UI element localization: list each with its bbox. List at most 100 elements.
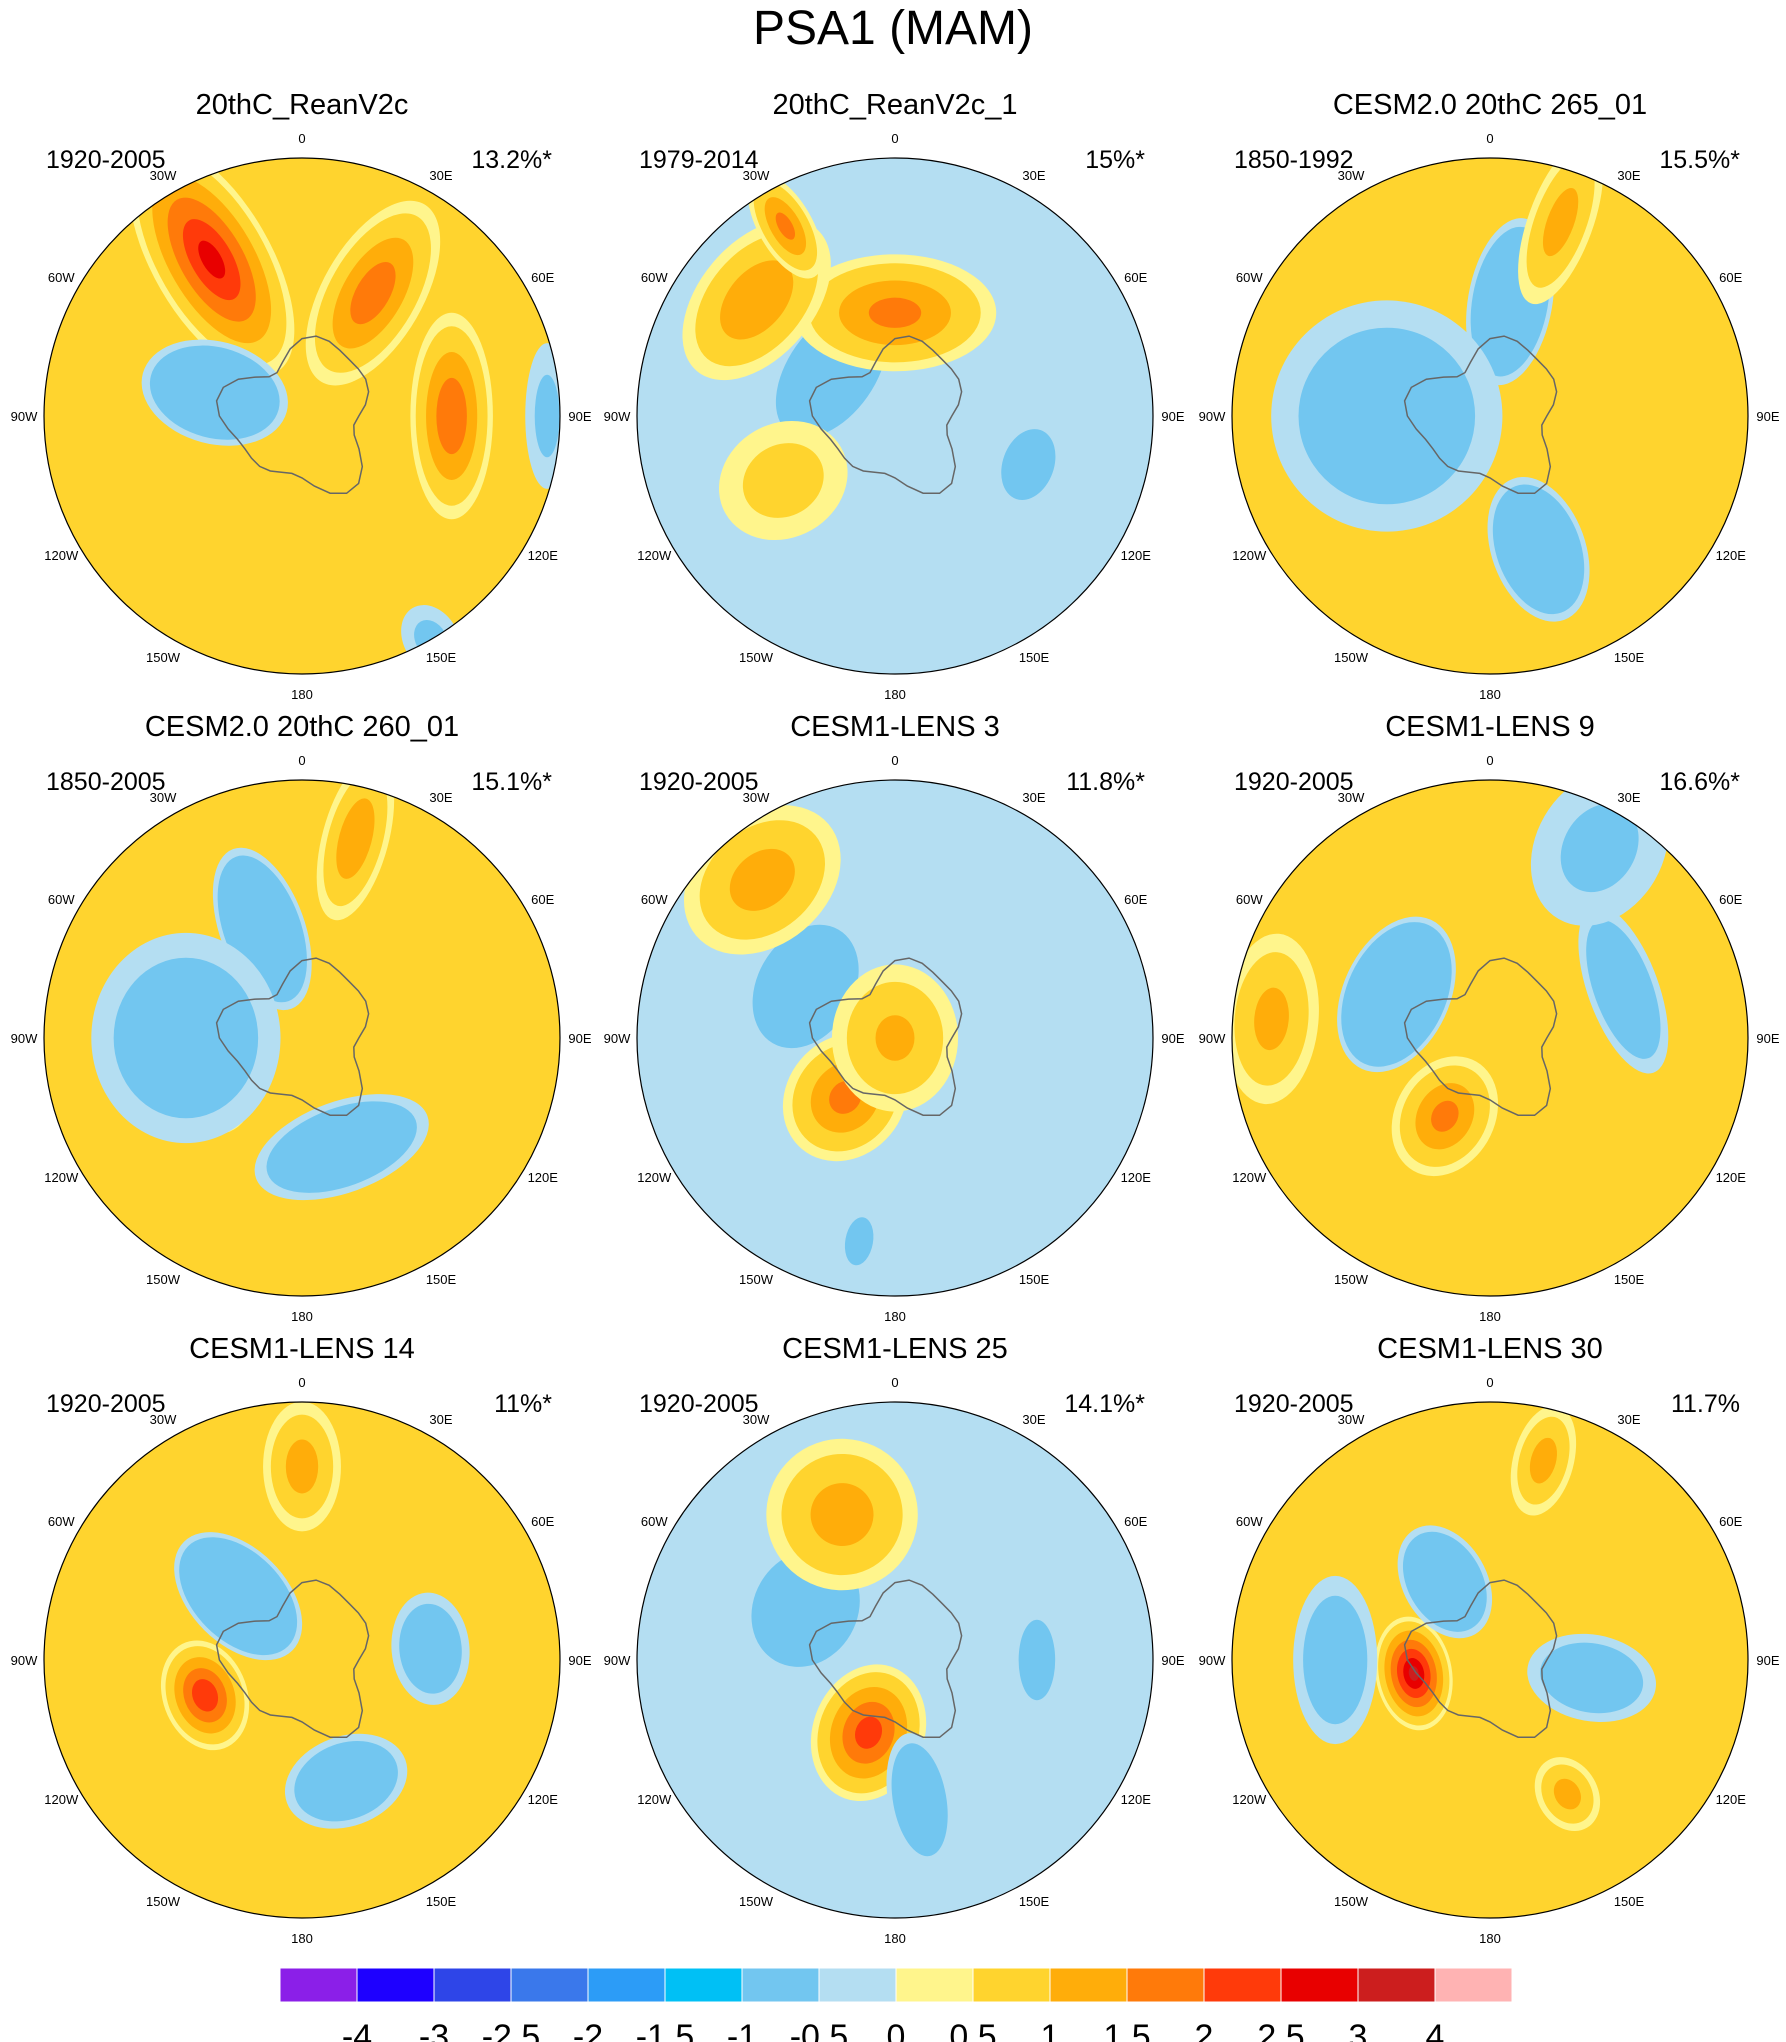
anomaly-contour bbox=[875, 1015, 915, 1061]
colorbar-swatch bbox=[1049, 1967, 1128, 2003]
longitude-label: 90E bbox=[568, 409, 591, 424]
longitude-label: 150E bbox=[1614, 1272, 1645, 1287]
longitude-label: 60W bbox=[641, 1514, 668, 1529]
longitude-label: 120E bbox=[1121, 548, 1152, 563]
panel-variance: 11%* bbox=[494, 1390, 552, 1418]
antarctica-coastline bbox=[808, 957, 963, 1117]
anomaly-contour bbox=[113, 957, 259, 1119]
anomaly-contour bbox=[810, 1483, 874, 1546]
longitude-label: 120W bbox=[44, 548, 79, 563]
longitude-label: 180 bbox=[291, 687, 313, 702]
anomaly-contour bbox=[1529, 1437, 1557, 1484]
longitude-label: 30E bbox=[1617, 1412, 1640, 1427]
longitude-label: 30E bbox=[429, 168, 452, 183]
longitude-label: 180 bbox=[884, 1309, 906, 1324]
longitude-label: 120W bbox=[44, 1792, 79, 1807]
longitude-label: 150W bbox=[1334, 650, 1369, 665]
panel-period: 1850-1992 bbox=[1234, 146, 1354, 174]
longitude-label: 30W bbox=[743, 1412, 770, 1427]
antarctica-coastline bbox=[215, 1579, 370, 1739]
colorbar-swatch bbox=[972, 1967, 1051, 2003]
panel-period: 1920-2005 bbox=[46, 146, 166, 174]
anomaly-contour bbox=[1298, 327, 1476, 505]
longitude-label: 180 bbox=[884, 687, 906, 702]
anomaly-field bbox=[637, 1402, 1153, 1918]
longitude-label: 90W bbox=[1199, 1031, 1226, 1046]
antarctica-coastline bbox=[1403, 957, 1558, 1117]
colorbar-tick-label: 2.5 bbox=[1257, 2018, 1304, 2042]
colorbar-tick-label: 2 bbox=[1195, 2018, 1214, 2042]
map-panel-6: CESM1-LENS 9 1920-2005 16.6%* 0 30E 60E 90E 120… bbox=[1199, 711, 1780, 1324]
anomaly-contour bbox=[1303, 1595, 1368, 1725]
longitude-label: 90W bbox=[604, 1653, 631, 1668]
longitude-label: 0 bbox=[298, 753, 305, 768]
longitude-label: 60E bbox=[1719, 270, 1742, 285]
longitude-label: 60E bbox=[1124, 270, 1147, 285]
anomaly-contour bbox=[399, 1603, 462, 1694]
colorbar-swatch bbox=[818, 1967, 897, 2003]
longitude-label: 150E bbox=[1019, 1272, 1050, 1287]
longitude-label: 180 bbox=[291, 1309, 313, 1324]
longitude-label: 0 bbox=[891, 1375, 898, 1390]
longitude-label: 30W bbox=[1338, 790, 1365, 805]
longitude-label: 0 bbox=[298, 1375, 305, 1390]
longitude-label: 30E bbox=[1617, 790, 1640, 805]
longitude-label: 60E bbox=[1719, 892, 1742, 907]
longitude-label: 120W bbox=[1232, 548, 1267, 563]
longitude-label: 150W bbox=[1334, 1272, 1369, 1287]
map-boundary bbox=[43, 1401, 561, 1919]
field-background bbox=[637, 158, 1153, 674]
panel-variance: 16.6%* bbox=[1659, 768, 1740, 796]
antarctica-coastline bbox=[215, 957, 370, 1117]
panel-variance: 15.1%* bbox=[471, 768, 552, 796]
anomaly-contour bbox=[1586, 920, 1661, 1059]
longitude-label: 60W bbox=[48, 892, 75, 907]
longitude-label: 120W bbox=[44, 1170, 79, 1185]
longitude-label: 30W bbox=[1338, 1412, 1365, 1427]
longitude-label: 30E bbox=[1617, 168, 1640, 183]
longitude-label: 90E bbox=[1161, 1031, 1184, 1046]
anomaly-contour bbox=[1553, 1778, 1581, 1810]
longitude-label: 60E bbox=[1124, 892, 1147, 907]
longitude-label: 120E bbox=[1121, 1170, 1152, 1185]
field-background bbox=[44, 1402, 560, 1918]
longitude-label: 0 bbox=[1486, 753, 1493, 768]
map-boundary bbox=[1231, 779, 1749, 1297]
map-panel-3: CESM2.0 20thC 265_01 1850-1992 15.5%* 0 30E 6… bbox=[1199, 89, 1780, 702]
colorbar-swatch bbox=[279, 1967, 358, 2003]
map-panel-2: 20thC_ReanV2c_1 1979-2014 15%* 0 30E 60E 90E 12… bbox=[604, 89, 1185, 702]
anomaly-contour bbox=[336, 798, 375, 879]
longitude-label: 90W bbox=[604, 1031, 631, 1046]
longitude-label: 120W bbox=[637, 1792, 672, 1807]
longitude-label: 0 bbox=[1486, 131, 1493, 146]
anomaly-contour bbox=[868, 297, 922, 328]
longitude-label: 150E bbox=[426, 650, 457, 665]
longitude-label: 60W bbox=[641, 892, 668, 907]
panel-title: CESM1-LENS 9 bbox=[1385, 711, 1595, 743]
colorbar-tick-label: 3 bbox=[1349, 2018, 1368, 2042]
longitude-label: 120W bbox=[1232, 1792, 1267, 1807]
anomaly-contour bbox=[1018, 1619, 1056, 1701]
longitude-label: 30W bbox=[150, 1412, 177, 1427]
antarctica-coastline bbox=[808, 1579, 963, 1739]
colorbar-swatch bbox=[1203, 1967, 1282, 2003]
panel-period: 1979-2014 bbox=[639, 146, 759, 174]
longitude-label: 0 bbox=[891, 131, 898, 146]
map-boundary bbox=[43, 157, 561, 675]
colorbar-swatch bbox=[664, 1967, 743, 2003]
longitude-label: 150E bbox=[1019, 1894, 1050, 1909]
anomaly-contour bbox=[1540, 1642, 1644, 1714]
longitude-label: 90W bbox=[1199, 409, 1226, 424]
longitude-label: 30W bbox=[1338, 168, 1365, 183]
map-panel-7: CESM1-LENS 14 1920-2005 11%* 0 30E 60E 90E 120E… bbox=[11, 1333, 592, 1946]
panel-title: CESM1-LENS 30 bbox=[1377, 1333, 1603, 1365]
longitude-label: 30W bbox=[743, 790, 770, 805]
panel-period: 1920-2005 bbox=[1234, 1390, 1354, 1418]
longitude-label: 120W bbox=[637, 1170, 672, 1185]
colorbar-swatch bbox=[510, 1967, 589, 2003]
longitude-label: 30W bbox=[150, 790, 177, 805]
longitude-label: 90E bbox=[1161, 409, 1184, 424]
longitude-label: 60W bbox=[1236, 270, 1263, 285]
colorbar-swatch bbox=[433, 1967, 512, 2003]
longitude-label: 180 bbox=[1479, 1309, 1501, 1324]
